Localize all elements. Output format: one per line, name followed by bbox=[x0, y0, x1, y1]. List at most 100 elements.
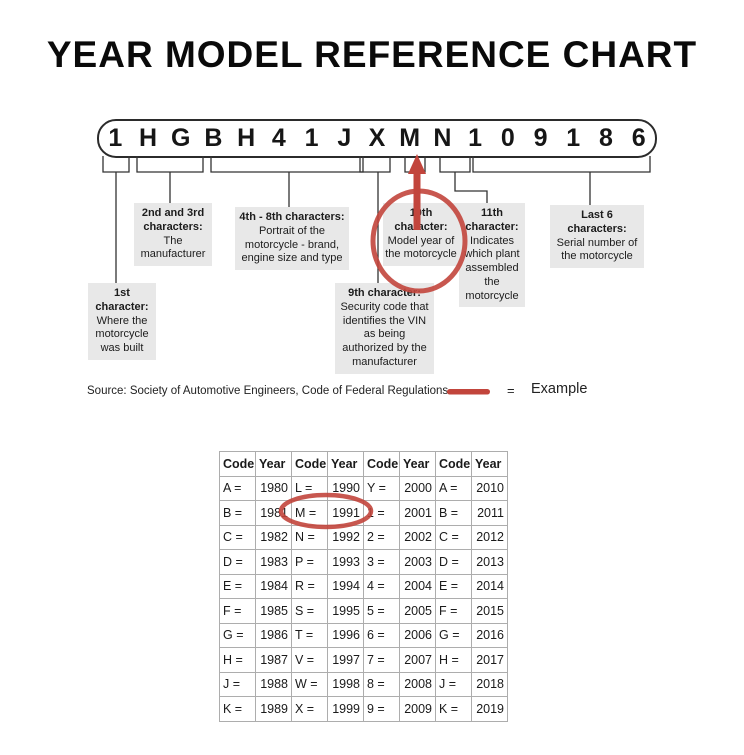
year-cell: 1987 bbox=[255, 647, 292, 673]
callout-title: 10th character: bbox=[394, 207, 448, 233]
column-header: Code bbox=[363, 451, 400, 477]
code-cell: K = bbox=[435, 696, 472, 722]
year-cell: 1995 bbox=[327, 598, 364, 624]
code-cell: 1 = bbox=[363, 500, 400, 526]
bracket-1st-char bbox=[102, 156, 130, 283]
table-row: H = 1987 V = 1997 7 = 2007 H = 2017 bbox=[219, 647, 508, 673]
year-cell: 1998 bbox=[327, 671, 364, 697]
year-cell: 1994 bbox=[327, 573, 364, 599]
callout-4th-8th-characters: 4th - 8th characters: Portrait of the mo… bbox=[235, 207, 349, 270]
table-row: K = 1989 X = 1999 9 = 2009 K = 2019 bbox=[219, 696, 508, 722]
vin-char: B bbox=[204, 124, 223, 152]
code-cell: H = bbox=[219, 647, 256, 673]
table-row: F = 1985 S = 1995 5 = 2005 F = 2015 bbox=[219, 598, 508, 624]
year-cell: 2004 bbox=[399, 573, 436, 599]
code-cell: 6 = bbox=[363, 622, 400, 648]
year-cell: 2016 bbox=[471, 622, 508, 648]
legend-equals: = bbox=[507, 383, 515, 398]
bracket-4th-8th-chars bbox=[210, 156, 364, 207]
callout-title: 1st character: bbox=[95, 287, 149, 313]
column-header: Year bbox=[471, 451, 508, 477]
code-cell: 4 = bbox=[363, 573, 400, 599]
vin-char: 1 bbox=[566, 124, 581, 152]
code-cell: H = bbox=[435, 647, 472, 673]
code-cell: 8 = bbox=[363, 671, 400, 697]
year-cell: 1989 bbox=[255, 696, 292, 722]
vin-char: 8 bbox=[598, 124, 613, 152]
code-cell: B = bbox=[435, 500, 472, 526]
year-cell: 2017 bbox=[471, 647, 508, 673]
vin-number-box: 1 H G B H 4 1 J X M N 1 0 9 1 8 6 bbox=[97, 119, 657, 158]
year-cell: 2018 bbox=[471, 671, 508, 697]
code-cell: J = bbox=[219, 671, 256, 697]
callout-body: Model year of the motorcycle bbox=[385, 234, 457, 261]
code-cell: S = bbox=[291, 598, 328, 624]
callout-title: 2nd and 3rd characters: bbox=[141, 207, 205, 233]
vin-char: N bbox=[433, 124, 452, 152]
year-cell: 1990 bbox=[327, 475, 364, 501]
code-cell: 7 = bbox=[363, 647, 400, 673]
year-cell: 1981 bbox=[255, 500, 292, 526]
vin-char: X bbox=[368, 124, 386, 152]
year-cell: 2011 bbox=[471, 500, 508, 526]
code-cell: Y = bbox=[363, 475, 400, 501]
year-cell: 2010 bbox=[471, 475, 508, 501]
code-cell: R = bbox=[291, 573, 328, 599]
callout-body: Serial number of the motorcycle bbox=[556, 236, 638, 263]
code-cell: T = bbox=[291, 622, 328, 648]
year-cell: 2003 bbox=[399, 549, 436, 575]
year-cell: 2000 bbox=[399, 475, 436, 501]
code-cell: G = bbox=[435, 622, 472, 648]
page-title: YEAR MODEL REFERENCE CHART bbox=[46, 34, 698, 75]
vin-char: M bbox=[399, 124, 421, 152]
table-row: D = 1983 P = 1993 3 = 2003 D = 2013 bbox=[219, 549, 508, 575]
callout-2nd-3rd-characters: 2nd and 3rd characters: The manufacturer bbox=[134, 203, 212, 266]
code-cell: E = bbox=[435, 573, 472, 599]
year-cell: 1982 bbox=[255, 524, 292, 550]
code-cell: A = bbox=[435, 475, 472, 501]
year-cell: 1986 bbox=[255, 622, 292, 648]
callout-11th-character: 11th character: Indicates which plant as… bbox=[459, 203, 525, 308]
table-row: J = 1988 W = 1998 8 = 2008 J = 2018 bbox=[219, 671, 508, 697]
code-cell: W = bbox=[291, 671, 328, 697]
column-header: Year bbox=[255, 451, 292, 477]
callout-body: The manufacturer bbox=[140, 234, 206, 261]
bracket-10th-char bbox=[404, 156, 426, 203]
table-row: E = 1984 R = 1994 4 = 2004 E = 2014 bbox=[219, 573, 508, 599]
table-row: G = 1986 T = 1996 6 = 2006 G = 2016 bbox=[219, 622, 508, 648]
callout-body: Where the motorcycle was built bbox=[95, 314, 149, 355]
legend-example-label: Example bbox=[531, 381, 588, 397]
year-cell: 2019 bbox=[471, 696, 508, 722]
column-header: Code bbox=[219, 451, 256, 477]
year-cell: 1983 bbox=[255, 549, 292, 575]
column-header: Year bbox=[327, 451, 364, 477]
year-cell: 2014 bbox=[471, 573, 508, 599]
year-cell: 1988 bbox=[255, 671, 292, 697]
code-cell: D = bbox=[435, 549, 472, 575]
code-cell: N = bbox=[291, 524, 328, 550]
column-header: Code bbox=[435, 451, 472, 477]
year-cell: 2009 bbox=[399, 696, 436, 722]
code-cell: 2 = bbox=[363, 524, 400, 550]
bracket-2nd-3rd-chars bbox=[136, 156, 204, 203]
code-cell: P = bbox=[291, 549, 328, 575]
callout-title: 11th character: bbox=[465, 207, 519, 233]
table-row: A = 1980 L = 1990 Y = 2000 A = 2010 bbox=[219, 475, 508, 501]
year-cell: 1999 bbox=[327, 696, 364, 722]
vin-char: 1 bbox=[108, 124, 123, 152]
code-cell: 5 = bbox=[363, 598, 400, 624]
callout-body: Portrait of the motorcycle - brand, engi… bbox=[241, 224, 343, 265]
vin-char: 1 bbox=[468, 124, 483, 152]
year-cell: 1985 bbox=[255, 598, 292, 624]
code-cell: F = bbox=[435, 598, 472, 624]
code-cell: 9 = bbox=[363, 696, 400, 722]
vin-char: G bbox=[171, 124, 191, 152]
callout-10th-character: 10th character: Model year of the motorc… bbox=[383, 203, 459, 266]
callout-title: 4th - 8th characters: bbox=[239, 211, 345, 223]
column-header: Year bbox=[399, 451, 436, 477]
year-cell: 1997 bbox=[327, 647, 364, 673]
code-cell: V = bbox=[291, 647, 328, 673]
code-cell: D = bbox=[219, 549, 256, 575]
year-cell: 2001 bbox=[399, 500, 436, 526]
callout-title: Last 6 characters: bbox=[567, 209, 627, 235]
